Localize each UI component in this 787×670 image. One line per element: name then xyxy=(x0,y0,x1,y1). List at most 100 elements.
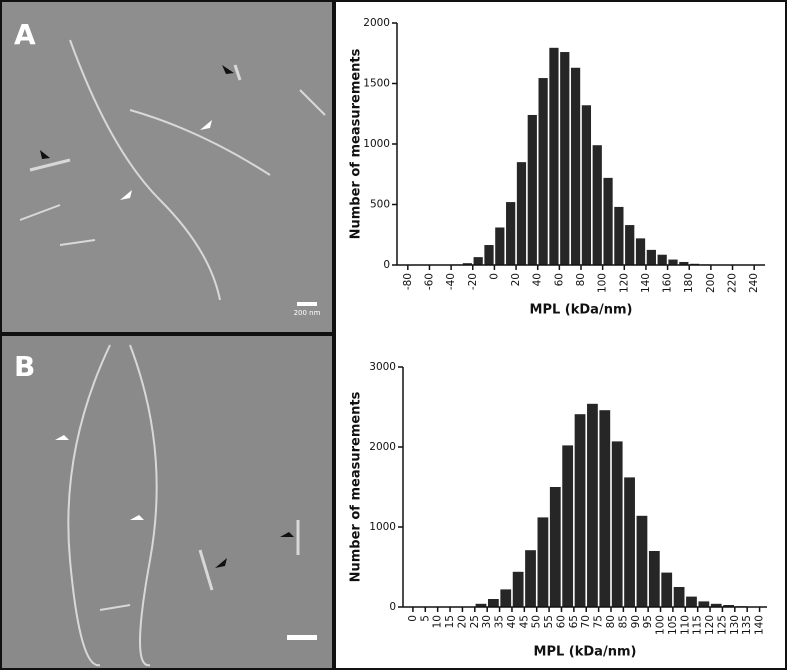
filament xyxy=(59,239,96,246)
bar xyxy=(661,572,673,607)
x-tick-label: 75 xyxy=(593,615,605,628)
x-tick-label: 80 xyxy=(605,615,617,628)
x-tick-label: 220 xyxy=(727,273,739,293)
x-tick-label: 180 xyxy=(683,273,695,293)
filament xyxy=(29,158,71,172)
filament xyxy=(99,604,131,611)
y-tick-label: 500 xyxy=(370,199,390,211)
scale-bar xyxy=(287,635,317,640)
bar xyxy=(475,603,487,607)
filament xyxy=(69,39,221,301)
x-tick-label: 0 xyxy=(488,273,500,280)
bar xyxy=(562,445,574,607)
x-tick-label: 55 xyxy=(543,615,555,628)
bar xyxy=(679,261,689,265)
bar xyxy=(636,515,648,607)
bar xyxy=(646,249,656,265)
panel-label: A xyxy=(14,18,36,51)
x-tick-label: 65 xyxy=(568,615,580,628)
bar xyxy=(512,571,524,607)
bar xyxy=(635,238,646,265)
x-tick-label: 50 xyxy=(531,615,543,628)
y-tick-label: 1500 xyxy=(363,78,390,90)
bar xyxy=(673,587,685,607)
bar xyxy=(537,517,549,607)
x-tick-label: 30 xyxy=(481,615,493,628)
bar xyxy=(473,257,483,265)
x-tick-label: 20 xyxy=(456,615,468,628)
bar xyxy=(614,206,624,265)
x-tick-label: -80 xyxy=(402,273,414,290)
filament xyxy=(233,64,242,81)
filament xyxy=(129,344,158,667)
arrows xyxy=(40,65,294,568)
panel-label: B xyxy=(14,350,35,383)
bar xyxy=(549,47,559,266)
x-tick-label: 115 xyxy=(692,615,704,635)
bar xyxy=(603,177,613,265)
x-tick-label: 0 xyxy=(407,615,419,622)
bar xyxy=(570,67,581,266)
x-tick-label: 85 xyxy=(617,615,629,628)
arrow xyxy=(200,120,212,130)
x-axis-label: MPL (kDa/nm) xyxy=(530,303,633,318)
bar xyxy=(462,263,472,265)
bar xyxy=(484,245,494,265)
x-axis-label: MPL (kDa/nm) xyxy=(534,645,637,660)
x-tick-label: 130 xyxy=(729,615,741,635)
bar xyxy=(500,589,512,607)
x-tick-label: 120 xyxy=(618,273,630,293)
x-tick-label: 40 xyxy=(506,615,518,628)
x-tick-label: 100 xyxy=(655,615,667,635)
x-tick-label: -20 xyxy=(467,273,479,290)
x-tick-label: 20 xyxy=(510,273,522,286)
x-tick-label: 15 xyxy=(444,615,456,628)
x-tick-label: -60 xyxy=(423,273,435,290)
x-tick-label: 40 xyxy=(532,273,544,286)
y-tick-label: 1000 xyxy=(363,138,390,150)
x-tick-label: 160 xyxy=(662,273,674,293)
arrow xyxy=(280,532,294,537)
x-tick-label: 110 xyxy=(679,615,691,635)
arrow xyxy=(222,65,234,74)
bar xyxy=(487,599,499,607)
x-tick-label: 25 xyxy=(469,615,481,628)
x-tick-label: 60 xyxy=(553,273,565,286)
bar xyxy=(698,601,710,607)
bar xyxy=(516,162,527,265)
bar xyxy=(525,550,536,607)
filament xyxy=(67,344,111,667)
bar xyxy=(599,410,611,607)
bar xyxy=(723,605,735,607)
arrow xyxy=(55,435,69,440)
micrograph-b xyxy=(2,336,332,668)
bar xyxy=(560,52,570,265)
bar xyxy=(611,441,623,607)
x-tick-label: 5 xyxy=(419,615,431,622)
x-tick-label: 45 xyxy=(518,615,530,628)
scale-bar xyxy=(297,302,317,306)
x-tick-label: 70 xyxy=(580,615,592,628)
x-tick-label: 60 xyxy=(555,615,567,628)
y-tick-label: 1000 xyxy=(369,521,396,533)
micrograph-a xyxy=(2,2,332,332)
x-tick-label: 105 xyxy=(667,615,679,635)
filament xyxy=(198,549,214,591)
bar xyxy=(648,551,660,607)
bar xyxy=(657,254,667,265)
filament xyxy=(299,89,326,116)
y-axis-label: Number of measurements xyxy=(349,48,364,239)
bar xyxy=(538,78,548,266)
scale-label: 200 nm xyxy=(294,309,321,317)
x-tick-label: 120 xyxy=(704,615,716,635)
x-tick-label: 35 xyxy=(494,615,506,628)
bar xyxy=(624,477,635,607)
bar xyxy=(549,487,561,607)
x-tick-label: 140 xyxy=(754,615,766,635)
x-tick-label: 125 xyxy=(716,615,728,635)
y-tick-label: 2000 xyxy=(369,441,396,453)
y-tick-label: 0 xyxy=(383,259,390,271)
y-tick-label: 2000 xyxy=(363,17,390,29)
